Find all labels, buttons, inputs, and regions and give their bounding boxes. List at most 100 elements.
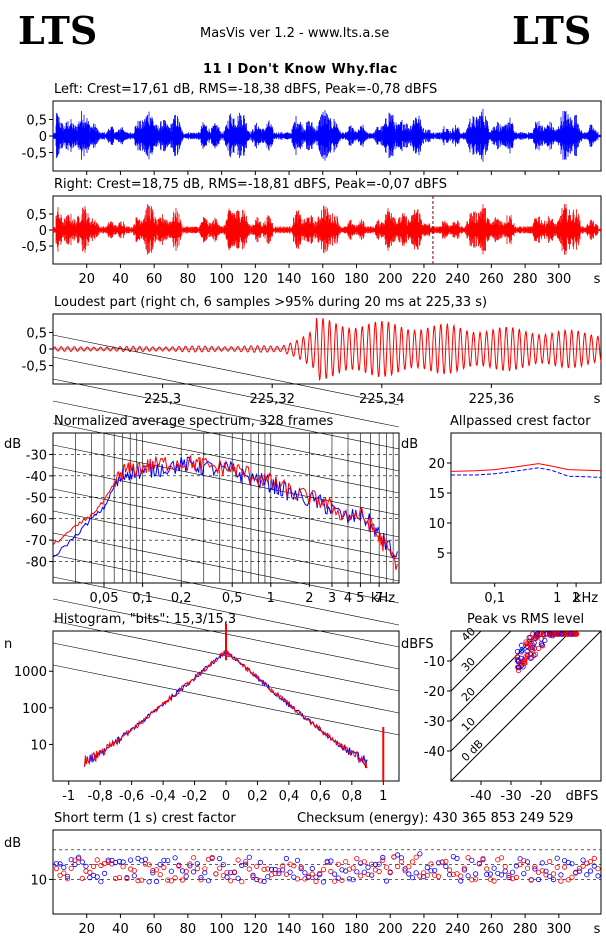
- short-crest-point: [509, 869, 516, 875]
- right-wave-x-tick-label: 140: [277, 272, 302, 287]
- short-crest-title: Short term (1 s) crest factor: [54, 811, 236, 826]
- short-crest-point: [228, 878, 234, 884]
- right-wave-x-tick-label: 20: [78, 272, 95, 287]
- short-crest-point: [87, 874, 93, 881]
- short-crest-point: [398, 859, 404, 865]
- short-crest-point: [361, 859, 367, 865]
- short-crest-point: [298, 864, 304, 870]
- short-crest-point: [469, 877, 475, 883]
- short-crest-point: [53, 865, 60, 872]
- short-crest-point: [139, 877, 145, 883]
- short-crest-point: [458, 878, 464, 884]
- short-crest-point: [205, 878, 212, 884]
- allpass-ylabel: dB: [401, 437, 418, 452]
- short-crest-point: [76, 854, 82, 860]
- short-crest-point: [224, 869, 230, 875]
- allpass-frame: [450, 432, 602, 584]
- short-crest-point: [413, 870, 419, 876]
- short-crest-point: [365, 864, 371, 870]
- short-crest-point: [191, 869, 197, 875]
- short-crest-point: [550, 876, 557, 883]
- allpass-x-unit: kHz: [574, 591, 598, 606]
- spectrum-x-tick-label: 7: [375, 591, 383, 606]
- histogram-x-tick-label: 1: [379, 789, 387, 804]
- short-crest-point: [161, 864, 167, 871]
- spectrum-y-tick-label: -60: [26, 513, 47, 528]
- short-crest-point: [217, 855, 223, 862]
- short-crest-point: [161, 857, 167, 863]
- allpass-y-tick-label: 10: [428, 517, 445, 532]
- short-crest-point: [280, 863, 286, 869]
- short-crest-point: [231, 869, 237, 876]
- short-crest-point: [157, 871, 163, 878]
- peak-rms-y-tick-label: -30: [424, 715, 445, 730]
- allpass-x-tick-label: 0,1: [484, 591, 505, 606]
- allpass-title: Allpassed crest factor: [450, 414, 591, 429]
- peak-rms-x-tick-label: -40: [470, 789, 491, 804]
- loudest-waveform: [52, 317, 602, 382]
- loudest-y-tick-label: 0,5: [26, 327, 47, 342]
- short-crest-x-tick-label: 100: [209, 922, 234, 937]
- histogram-x-tick-label: 0: [222, 789, 230, 804]
- short-crest-point: [524, 865, 531, 871]
- short-crest-point: [113, 859, 119, 866]
- short-crest-point: [476, 861, 482, 867]
- short-crest-point: [198, 874, 204, 881]
- spectrum-slope-line: [52, 378, 400, 450]
- peak-rms-diag: [451, 631, 601, 781]
- short-crest-ylabel: dB: [4, 836, 21, 851]
- short-crest-x-tick-label: 40: [112, 922, 129, 937]
- short-crest-point: [458, 873, 464, 879]
- peak-rms-point: [518, 655, 524, 661]
- peak-rms-x-tick-label: -20: [530, 789, 551, 804]
- histogram-x-tick-label: 0,8: [341, 789, 362, 804]
- short-crest-point: [376, 861, 382, 867]
- short-crest-point: [209, 854, 215, 861]
- short-crest-point: [305, 873, 312, 879]
- spectrum-slope-line: [52, 334, 400, 406]
- short-crest-point: [394, 863, 401, 870]
- short-crest-point: [424, 872, 430, 879]
- loudest-x-tick-label: 225,32: [249, 392, 295, 407]
- short-crest-point: [94, 874, 100, 880]
- short-crest-point: [409, 875, 416, 881]
- short-crest-point: [387, 870, 393, 876]
- short-crest-point: [346, 876, 352, 882]
- histogram-x-tick-label: -0,8: [87, 789, 112, 804]
- short-crest-point: [354, 869, 360, 875]
- short-crest-point: [172, 875, 178, 881]
- peak-rms-point: [542, 637, 548, 644]
- short-crest-point: [487, 871, 493, 877]
- short-crest-point: [131, 873, 137, 879]
- short-crest-point: [153, 878, 160, 885]
- peak-rms-point: [521, 660, 527, 666]
- histogram-x-tick-label: 0,4: [279, 789, 300, 804]
- short-crest-x-tick-label: 60: [146, 922, 163, 937]
- peak-rms-point: [519, 647, 525, 653]
- peak-rms-point: [526, 635, 532, 641]
- short-crest-point: [595, 873, 601, 879]
- right-wave-x-unit: s: [594, 272, 601, 287]
- histogram-y-tick-label: 1000: [14, 665, 47, 680]
- right-wave-x-tick-label: 220: [412, 272, 437, 287]
- spectrum-slope-line: [52, 532, 400, 604]
- short-crest-point: [113, 875, 119, 882]
- short-crest-point: [428, 868, 434, 874]
- short-crest-point: [587, 858, 594, 865]
- short-crest-point: [135, 877, 141, 884]
- short-crest-point: [343, 859, 349, 865]
- short-crest-point: [521, 870, 527, 877]
- loudest-x-unit: s: [594, 392, 601, 407]
- short-crest-point: [105, 857, 111, 863]
- allpass-series-left: [451, 467, 602, 478]
- short-crest-x-tick-label: 140: [277, 922, 302, 937]
- peak-rms-diag: [451, 631, 512, 692]
- short-crest-point: [472, 876, 479, 882]
- peak-rms-y-tick-label: -10: [424, 655, 445, 670]
- short-crest-point: [302, 870, 308, 876]
- short-crest-point: [165, 877, 171, 883]
- short-crest-point: [57, 872, 63, 879]
- spectrum-frame: [52, 432, 400, 584]
- short-crest-point: [465, 873, 471, 879]
